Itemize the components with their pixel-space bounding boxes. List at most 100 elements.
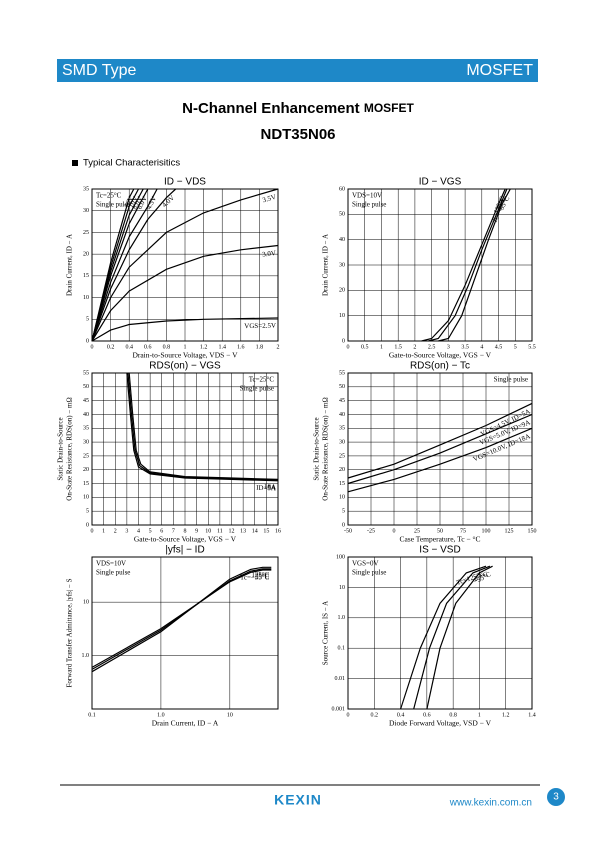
- footer-url: www.kexin.com.cn: [449, 798, 532, 809]
- x-tick-label: 0.1: [88, 712, 96, 718]
- chart: 0 0.2 0.4 0.6 0.8 1 1.2 1.4 0.001 0.01 0.1 1.0 10 100…: [322, 545, 536, 728]
- annotation: VDS=10V: [96, 560, 126, 568]
- chart: 0.1 1.0 10 1.0 10 |yfs| − ID Drain Current, ID…: [66, 545, 279, 728]
- x-tick-label: 3.5: [461, 344, 469, 350]
- x-tick-label: 0.4: [397, 712, 405, 718]
- curve-label: 3.5V: [262, 193, 278, 205]
- y-tick-label: 0: [342, 338, 345, 344]
- curve-label: Tc=−55°C: [240, 574, 270, 582]
- y-tick-label: 55: [339, 370, 345, 376]
- x-tick-label: 0.2: [371, 712, 379, 718]
- y-tick-label: 5: [86, 317, 89, 323]
- x-tick-label: 14: [252, 528, 258, 534]
- curve-label: 18A: [264, 483, 276, 491]
- y-tick-label: 35: [83, 186, 89, 192]
- y-axis-label: Drain Current, ID − A: [322, 234, 330, 296]
- x-tick-label: 4: [480, 344, 483, 350]
- curve-label: 9A: [267, 484, 276, 492]
- x-tick-label: 2: [277, 344, 280, 350]
- annotation: VDS=10V: [352, 192, 382, 200]
- annotation: Single pulse: [240, 385, 274, 393]
- chart: 0 0.2 0.4 0.6 0.8 1 1.2 1.4 1.6 1.8 20510152025303…: [66, 177, 280, 360]
- curve: [438, 188, 511, 342]
- curve: [428, 188, 508, 342]
- curve: [91, 568, 272, 670]
- curve: [91, 188, 135, 342]
- x-tick-label: 75: [460, 528, 466, 534]
- annotation: Single pulse: [96, 201, 130, 209]
- y-axis-label: Source Current, IS − A: [322, 601, 330, 665]
- y-tick-label: 10: [339, 313, 345, 319]
- x-tick-label: 100: [482, 528, 491, 534]
- header-bar: [57, 59, 538, 82]
- x-tick-label: 3: [125, 528, 128, 534]
- y-tick-label: 40: [339, 237, 345, 243]
- x-tick-label: 2.5: [428, 344, 436, 350]
- y-tick-label: 1.0: [82, 653, 90, 659]
- curve: [91, 188, 279, 342]
- x-tick-label: 1: [380, 344, 383, 350]
- x-tick-label: 8: [184, 528, 187, 534]
- x-tick-label: 1.4: [528, 712, 536, 718]
- y-tick-label: 55: [83, 370, 89, 376]
- x-tick-label: 6: [160, 528, 163, 534]
- y-tick-label: 10: [339, 585, 345, 591]
- x-tick-label: 0.6: [423, 712, 431, 718]
- y-tick-label: 0: [86, 338, 89, 344]
- curve: [347, 427, 533, 493]
- y-axis-label: Forward Transfer Admittance, |yfs| − S: [66, 578, 74, 687]
- y-tick-label: 10: [83, 295, 89, 301]
- chart-title: ID − VDS: [164, 177, 206, 188]
- curve-label: 125°C: [251, 571, 269, 579]
- bullet: [72, 160, 78, 166]
- x-tick-label: 0: [347, 344, 350, 350]
- x-tick-label: 16: [275, 528, 281, 534]
- chart-title: RDS(on) − Tc: [410, 361, 470, 372]
- part-number: NDT35N06: [260, 126, 335, 143]
- title-suffix: MOSFET: [364, 101, 415, 115]
- x-tick-label: 0.8: [163, 344, 171, 350]
- x-tick-label: 0.6: [144, 344, 152, 350]
- y-tick-label: 15: [83, 481, 89, 487]
- x-tick-label: 150: [528, 528, 537, 534]
- x-axis-label: Diode Forward Voltage, VSD − V: [389, 719, 492, 728]
- y-tick-label: 0: [86, 522, 89, 528]
- x-tick-label: 2: [114, 528, 117, 534]
- title-main: N-Channel Enhancement: [182, 100, 360, 117]
- x-tick-label: -25: [367, 528, 375, 534]
- x-tick-label: 15: [263, 528, 269, 534]
- y-tick-label: 20: [83, 467, 89, 473]
- header-right: MOSFET: [466, 62, 533, 79]
- curve-label: 3.0V: [262, 249, 277, 259]
- curve: [91, 569, 272, 668]
- curve: [91, 566, 272, 673]
- annotation: Single pulse: [352, 569, 386, 577]
- y-axis-label: Static Drain-to-Source: [57, 417, 65, 480]
- curve: [413, 565, 491, 710]
- x-tick-label: 1.0: [157, 712, 165, 718]
- x-axis-label: Gate-to-Source Voltage, VGS − V: [389, 351, 492, 360]
- x-axis-label: Drain-to-Source Voltage, VDS − V: [132, 351, 238, 360]
- y-tick-label: 30: [339, 439, 345, 445]
- x-tick-label: 5: [149, 528, 152, 534]
- y-tick-label: 5: [86, 509, 89, 515]
- x-tick-label: 10: [227, 712, 233, 718]
- x-tick-label: 11: [217, 528, 223, 534]
- y-tick-label: 45: [339, 398, 345, 404]
- curve-label: 4.5V: [145, 195, 159, 211]
- curve: [400, 565, 487, 710]
- page-number: 3: [553, 792, 559, 803]
- x-tick-label: 50: [437, 528, 443, 534]
- curve: [91, 244, 279, 342]
- x-tick-label: 1: [184, 344, 187, 350]
- doc-title: N-Channel Enhancement MOSFET: [182, 100, 414, 117]
- chart: -50 -25 0 25 50 75 100 125 150 0 5 10 15 20 25 30 35 40 45…: [313, 361, 537, 544]
- y-axis-label: On-State Resistance, RDS(on) − mΩ: [66, 397, 74, 500]
- y-tick-label: 10: [339, 495, 345, 501]
- x-axis-label: Case Temperature, Tc − °C: [399, 535, 480, 544]
- x-tick-label: 0.4: [125, 344, 133, 350]
- x-tick-label: 7: [172, 528, 175, 534]
- section-title: Typical Characterisitics: [83, 158, 180, 169]
- y-tick-label: 20: [339, 467, 345, 473]
